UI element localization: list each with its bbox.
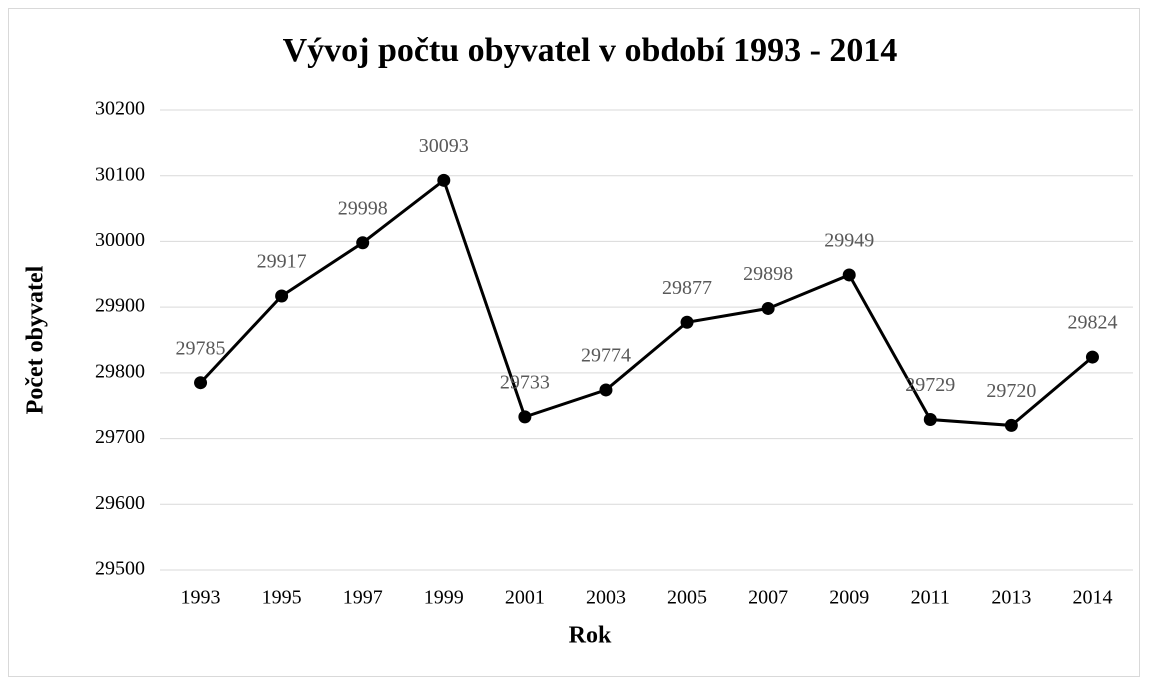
x-tick-label: 2001 (505, 587, 545, 609)
data-label: 29824 (1067, 312, 1117, 334)
y-tick-label: 30100 (95, 163, 145, 185)
y-tick-label: 29600 (95, 492, 145, 514)
data-point (437, 173, 451, 187)
x-tick-label: 1999 (424, 587, 464, 609)
data-label: 29774 (581, 345, 631, 367)
data-label: 30093 (419, 135, 469, 157)
data-label: 29785 (176, 337, 226, 359)
data-point (842, 268, 856, 282)
data-point (1085, 350, 1099, 364)
data-label: 29733 (500, 371, 550, 393)
x-tick-label: 2005 (667, 587, 707, 609)
x-tick-label: 1993 (181, 587, 221, 609)
y-tick-label: 29500 (95, 558, 145, 580)
data-label: 29949 (824, 230, 874, 252)
y-tick-label: 29900 (95, 295, 145, 317)
data-label: 29720 (986, 380, 1036, 402)
y-tick-label: 30000 (95, 229, 145, 251)
data-point (599, 383, 613, 397)
data-point (356, 236, 370, 250)
x-tick-label: 2007 (748, 587, 788, 609)
x-tick-label: 1995 (262, 587, 302, 609)
data-label: 29998 (338, 197, 388, 219)
y-axis-label: Počet obyvatel (23, 265, 49, 414)
x-axis-label: Rok (569, 623, 612, 649)
data-label: 29729 (905, 374, 955, 396)
data-label: 29917 (257, 251, 307, 273)
data-line (199, 177, 1094, 427)
data-point (194, 376, 208, 390)
data-point (680, 315, 694, 329)
x-tick-label: 2014 (1072, 587, 1112, 609)
x-tick-label: 1997 (343, 587, 383, 609)
chart-title: Vývoj počtu obyvatel v období 1993 - 201… (283, 32, 898, 69)
data-point (761, 301, 775, 315)
y-tick-label: 29800 (95, 360, 145, 382)
x-tick-label: 2003 (586, 587, 626, 609)
x-tick-label: 2013 (991, 587, 1031, 609)
y-tick-label: 29700 (95, 426, 145, 448)
data-point (923, 413, 937, 427)
data-label: 29877 (662, 277, 712, 299)
chart-frame (8, 8, 1140, 677)
data-label: 29898 (743, 263, 793, 285)
y-tick-label: 30200 (95, 98, 145, 120)
data-point (1004, 418, 1018, 432)
data-point (518, 410, 532, 424)
data-point (275, 289, 289, 303)
x-tick-label: 2009 (829, 587, 869, 609)
x-tick-label: 2011 (911, 587, 950, 609)
